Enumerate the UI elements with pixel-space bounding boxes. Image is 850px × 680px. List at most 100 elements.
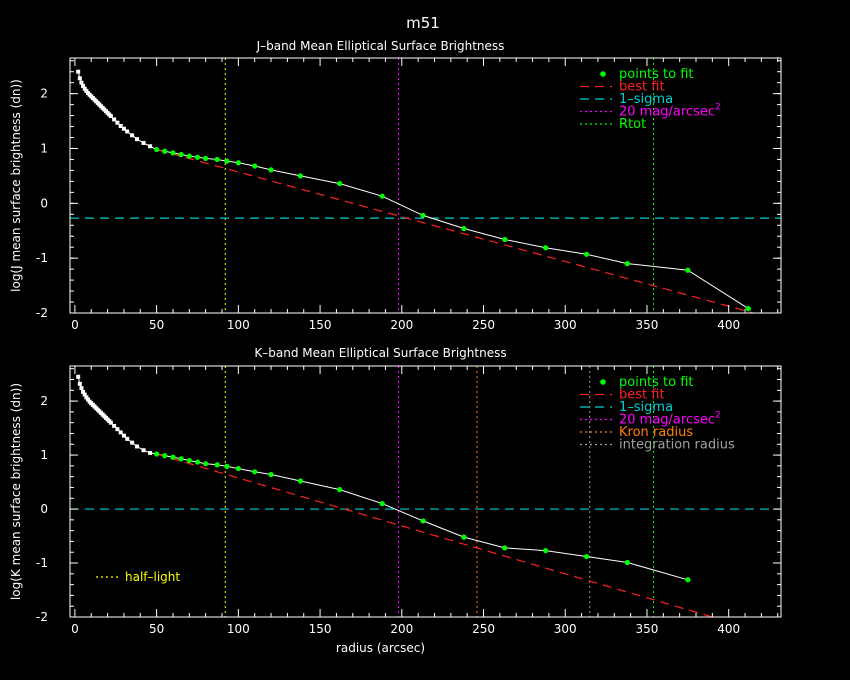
fit-point [154, 451, 160, 457]
y-tick-label: 0 [40, 502, 48, 516]
y-tick-label: 2 [40, 394, 48, 408]
legend-label-best-fit: best fit [619, 388, 665, 403]
fit-point [214, 462, 220, 468]
legend-label-sup: 2 [715, 411, 721, 421]
profile-point [79, 80, 84, 85]
profile-point [112, 117, 117, 122]
profile-point [148, 144, 153, 149]
profile-point [84, 88, 89, 93]
profile-point [112, 423, 117, 428]
profile-point [121, 433, 126, 438]
best-fit-line [156, 149, 754, 313]
fit-point [224, 463, 230, 469]
legend-label-kron: Kron radius [619, 425, 693, 440]
fit-point [162, 453, 168, 459]
j-band-panel: J–band Mean Elliptical Surface Brightnes… [9, 39, 782, 332]
fit-point [685, 267, 691, 273]
legend-label-mag20: 20 mag/arcsec2 [619, 411, 721, 428]
x-tick-label: 50 [149, 318, 164, 332]
x-tick-label: 150 [309, 622, 332, 636]
profile-point [135, 444, 140, 449]
fit-point [461, 225, 467, 232]
fit-point [502, 545, 508, 551]
y-tick-label: 2 [40, 87, 48, 101]
profile-point [79, 386, 84, 391]
fit-point [420, 212, 426, 218]
fit-point [178, 151, 184, 158]
y-axis-label: log(K mean surface brightness (dn)) [9, 383, 23, 600]
profile-point [82, 86, 87, 91]
legend-label-text: best fit [619, 388, 665, 403]
fit-point [170, 150, 176, 156]
fit-point [203, 461, 209, 467]
profile-point [141, 448, 146, 453]
fit-point [543, 548, 549, 554]
fit-point [268, 167, 274, 173]
fit-point [337, 487, 343, 493]
legend-swatch [600, 379, 606, 385]
fit-point [203, 155, 209, 161]
profile-point [141, 141, 146, 145]
x-tick-label: 300 [554, 318, 577, 332]
fit-point [583, 553, 590, 560]
axes-frame [69, 365, 782, 618]
fit-point [543, 245, 549, 251]
legend-label-sup: 2 [715, 103, 721, 113]
fit-point [252, 163, 258, 169]
profile-point [77, 381, 82, 386]
profile-point [118, 124, 123, 128]
legend-label-text: 20 mag/arcsec [619, 413, 715, 428]
legend-label-integration: integration radius [619, 438, 735, 453]
legend-label-text: integration radius [619, 438, 735, 453]
x-axis-label: radius (arcsec) [336, 641, 425, 655]
y-tick-label: -1 [36, 251, 48, 265]
fit-point [186, 457, 192, 464]
legend-label-text: Rtot [619, 117, 646, 132]
legend-label-fit-points: points to fit [619, 375, 694, 390]
legend-label-text: points to fit [619, 67, 694, 82]
fit-point [224, 158, 230, 164]
fit-point [502, 236, 508, 243]
profile-point [81, 389, 86, 394]
best-fit-line [156, 453, 713, 617]
y-tick-label: -2 [36, 306, 48, 320]
axes-frame [69, 57, 782, 314]
plot-area [70, 366, 781, 617]
k-band-panel: K–band Mean Elliptical Surface Brightnes… [9, 346, 782, 655]
legend-label-text: points to fit [619, 375, 694, 390]
fit-point [583, 251, 590, 257]
profile-point [130, 133, 135, 138]
x-tick-label: 350 [636, 318, 659, 332]
fit-point [235, 160, 241, 166]
profile-point [115, 427, 120, 432]
legend-label-text: best fit [619, 80, 665, 95]
legend-label-best-fit: best fit [619, 80, 665, 95]
fit-point [162, 148, 168, 154]
x-tick-label: 250 [472, 622, 495, 636]
fit-point [624, 559, 630, 566]
x-tick-label: 350 [636, 622, 659, 636]
x-tick-label: 0 [71, 318, 79, 332]
x-tick-label: 250 [472, 318, 495, 332]
profile-point [125, 436, 130, 441]
profile-point [82, 392, 87, 397]
legend-label-text: 20 mag/arcsec [619, 105, 715, 120]
panel-title: J–band Mean Elliptical Surface Brightnes… [256, 39, 505, 53]
fit-point [235, 465, 241, 472]
y-tick-label: 1 [40, 141, 48, 155]
legend-label-one-sigma: 1–sigma [619, 400, 673, 415]
fit-point [252, 469, 258, 475]
profile-point [81, 83, 86, 88]
x-tick-label: 200 [390, 622, 413, 636]
profile-point [115, 120, 120, 125]
fit-point [379, 501, 385, 507]
fit-point [194, 459, 201, 465]
profile-point [118, 430, 123, 435]
x-tick-label: 0 [71, 622, 79, 636]
legend-label-fit-points: points to fit [619, 67, 694, 82]
x-tick-label: 50 [149, 622, 164, 636]
profile-point [108, 420, 113, 425]
y-axis-label: log(J mean surface brightness (dn)) [9, 79, 23, 292]
fit-point [170, 454, 176, 460]
